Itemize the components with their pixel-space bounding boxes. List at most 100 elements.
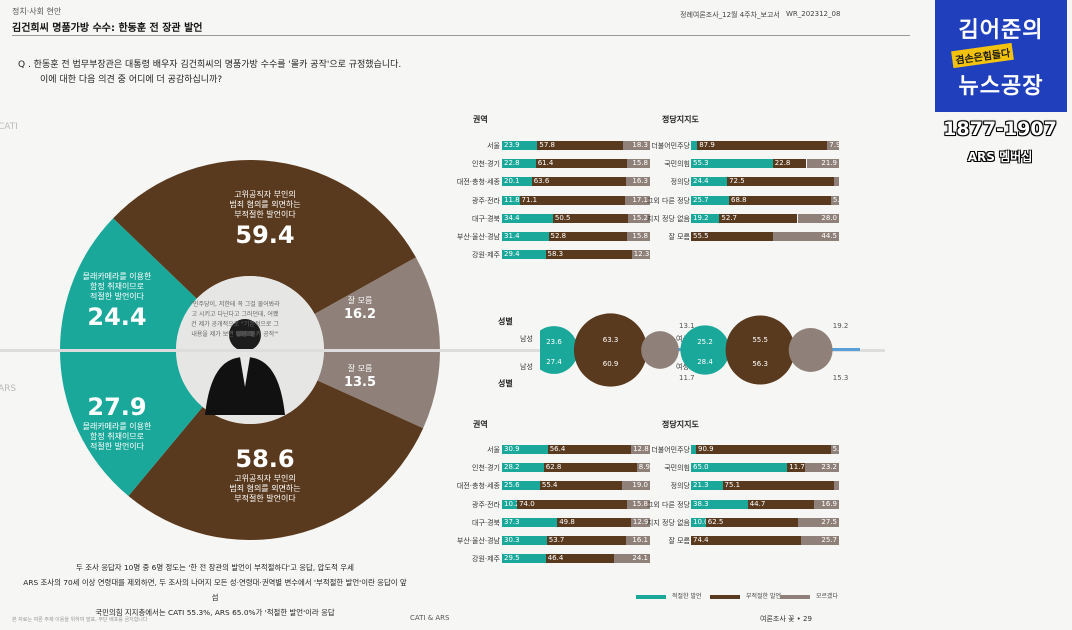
party-cati-bar-appropriate: 19.2 xyxy=(691,213,720,223)
gender-inappropriate-bubble xyxy=(725,315,795,385)
region-ars-row-label: 서울 xyxy=(487,446,500,454)
region-cati-bar-appropriate: 31.4 xyxy=(502,232,549,241)
gender-unknown-value: 11.7 xyxy=(679,374,695,382)
region-ars-bar-appropriate: 28.2 xyxy=(502,463,544,473)
gender-inappropriate-bubble xyxy=(573,313,648,387)
region-ars-title: 권역 xyxy=(473,420,488,429)
legend-appropriate: 적절한 발언 xyxy=(636,591,702,600)
region-ars-bar-unknown: 15.8 xyxy=(626,499,650,509)
donut-top-teal-slice xyxy=(60,218,197,350)
party-ars-bar-inappropriate: 44.7 xyxy=(747,499,814,509)
legend-unknown: 모르겠다 xyxy=(780,591,838,600)
region-ars-row-label: 대전·충청·세종 xyxy=(456,482,500,491)
party-ars-row-label: 그외 다른 정당 xyxy=(646,500,690,509)
party-ars-bar-appropriate: 38.3 xyxy=(691,499,748,509)
region-ars-bar-inappropriate: 55.4 xyxy=(539,481,622,491)
party-ars-row-label: 국민의힘 xyxy=(664,464,690,473)
region-cati-bar-unknown: 15.8 xyxy=(626,232,650,241)
gender-appropriate-value: 28.4 xyxy=(697,358,713,366)
party-cati-bar-inappropriate: 22.8 xyxy=(772,159,807,169)
party-ars-bar-unknown xyxy=(833,481,839,491)
region-ars-bar-appropriate: 29.5 xyxy=(502,554,546,564)
region-cati-row-label: 강원·제주 xyxy=(472,251,500,260)
donut-bottom-gray-slice xyxy=(317,350,440,429)
party-cati-bar-unknown xyxy=(834,177,839,187)
gender-appropriate-value: 25.2 xyxy=(697,338,713,346)
donut-bottom-gray-label: 잘 모름 13.5 xyxy=(332,364,388,392)
gender-title-bottom: 성별 xyxy=(498,379,513,388)
donut-top-teal-value: 24.4 xyxy=(87,303,147,331)
report-code: WR_202312_08 xyxy=(786,10,841,18)
donut-bottom-gray-value: 13.5 xyxy=(343,375,377,390)
gender-female-label-bottom: 여성 xyxy=(676,363,689,371)
region-cati-row-label: 서울 xyxy=(487,142,500,150)
legend-unknown-swatch xyxy=(780,594,810,599)
party-ars-bar-appropriate: 21.3 xyxy=(691,481,723,491)
region-cati-bar-inappropriate: 71.1 xyxy=(519,195,625,205)
logo-phone-number: 1877-1907 xyxy=(943,118,1057,140)
donut-top-gray-value: 16.2 xyxy=(343,307,377,322)
category-label: 정치·사회 현안 xyxy=(12,7,62,16)
summary-line-2: ARS 조사의 70세 이상 연령대를 제외하면, 두 조사의 나머지 모든 성… xyxy=(23,578,407,602)
region-cati-bar-inappropriate: 61.4 xyxy=(535,159,627,169)
party-cati-bar-inappropriate: 55.5 xyxy=(691,232,774,241)
gender-unknown-bubble xyxy=(788,328,833,372)
party-cati-row-label: 지지 정당 없음 xyxy=(646,214,690,223)
donut-bottom-brown-label: 58.6 고위공직자 부인의 범죄 혐의를 외면하는 부적절한 발언이다 xyxy=(200,444,330,504)
party-ars-row-label: 정의당 xyxy=(670,482,690,491)
footer-page: 여론조사 꽃 • 29 xyxy=(760,615,812,623)
donut-top-teal-label: 몰래카메라를 이용한 함정 취재이므로 적절한 발언이다 24.4 xyxy=(62,272,172,332)
method-label-ars: ARS xyxy=(0,384,17,394)
legend-appropriate-label: 적절한 발언 xyxy=(672,593,702,600)
region-ars-bar-appropriate: 37.3 xyxy=(502,517,558,527)
party-ars-row-label: 잘 모름 xyxy=(668,537,690,545)
donut-bottom-teal-slice xyxy=(60,350,203,497)
gender-unknown-value: 19.2 xyxy=(833,322,849,330)
donut-bottom-gray-text: 잘 모름 xyxy=(347,364,373,373)
party-cati-bar-inappropriate: 87.9 xyxy=(697,141,828,150)
logo-title-1: 김어준의 xyxy=(958,18,1044,43)
donut-top-gray-slice xyxy=(314,257,440,350)
party-ars-row-label: 지지 정당 없음 xyxy=(646,518,690,527)
region-cati-row-label: 인천·경기 xyxy=(472,160,500,169)
region-ars-bar-unknown: 24.1 xyxy=(614,554,650,564)
donut-bottom-brown-slice xyxy=(128,380,424,540)
region-ars-bar-appropriate: 30.3 xyxy=(502,536,547,545)
donut-top-gray-text: 잘 모름 xyxy=(347,296,373,305)
legend-unknown-label: 모르겠다 xyxy=(816,593,839,600)
region-cati-bar-appropriate: 20.1 xyxy=(502,177,532,187)
party-ars-title: 정당지지도 xyxy=(662,420,699,429)
donut-top-teal-text: 몰래카메라를 이용한 함정 취재이므로 적절한 발언이다 xyxy=(82,272,152,301)
gender-appropriate-bubble xyxy=(680,325,730,375)
method-label-cati: CATI xyxy=(0,122,18,132)
party-ars-bar-inappropriate: 11.7 xyxy=(787,463,805,473)
region-cati-bar-unknown: 15.8 xyxy=(626,159,650,169)
donut-bottom-brown-value: 58.6 xyxy=(235,445,295,473)
party-ars-row-label: 더불어민주당 xyxy=(651,446,690,454)
region-ars-row-label: 대구·경북 xyxy=(472,518,500,527)
region-cati-bar-inappropriate: 57.8 xyxy=(537,141,623,150)
region-cati-bar-unknown: 18.3 xyxy=(622,141,650,150)
question-line-2: 이에 대한 다음 의견 중 어디에 더 공감하십니까? xyxy=(40,75,223,85)
region-cati-bar-inappropriate: 50.5 xyxy=(552,213,628,223)
donut-bottom-brown-text: 고위공직자 부인의 범죄 혐의를 외면하는 부적절한 발언이다 xyxy=(229,474,301,503)
party-cati-row-label: 정의당 xyxy=(670,178,690,187)
party-cati-row-label: 잘 모름 xyxy=(668,233,690,241)
gender-inappropriate-value: 56.3 xyxy=(752,360,768,368)
party-cati-title: 정당지지도 xyxy=(662,115,699,124)
region-cati-bar-appropriate: 34.4 xyxy=(502,213,553,223)
gender-male-label-bottom: 남성 xyxy=(520,363,533,371)
party-ars-bar-inappropriate: 62.5 xyxy=(705,517,799,527)
region-ars-row-label: 부산·울산·경남 xyxy=(456,537,500,545)
region-ars-bar-appropriate: 25.6 xyxy=(502,481,540,491)
party-ars-bar-inappropriate: 75.1 xyxy=(722,481,834,491)
region-cati-bar-appropriate: 23.9 xyxy=(502,141,538,150)
region-cati-bar-inappropriate: 63.6 xyxy=(531,177,626,187)
party-cati-bar-unknown: 44.5 xyxy=(773,232,839,241)
gender-unknown-value: 13.1 xyxy=(679,322,695,330)
region-cati-bar-inappropriate: 58.3 xyxy=(545,250,632,260)
region-cati-bar-appropriate: 29.4 xyxy=(502,250,546,260)
donut-top-brown-value: 59.4 xyxy=(235,221,295,249)
party-ars-bar-inappropriate: 74.4 xyxy=(691,536,801,545)
